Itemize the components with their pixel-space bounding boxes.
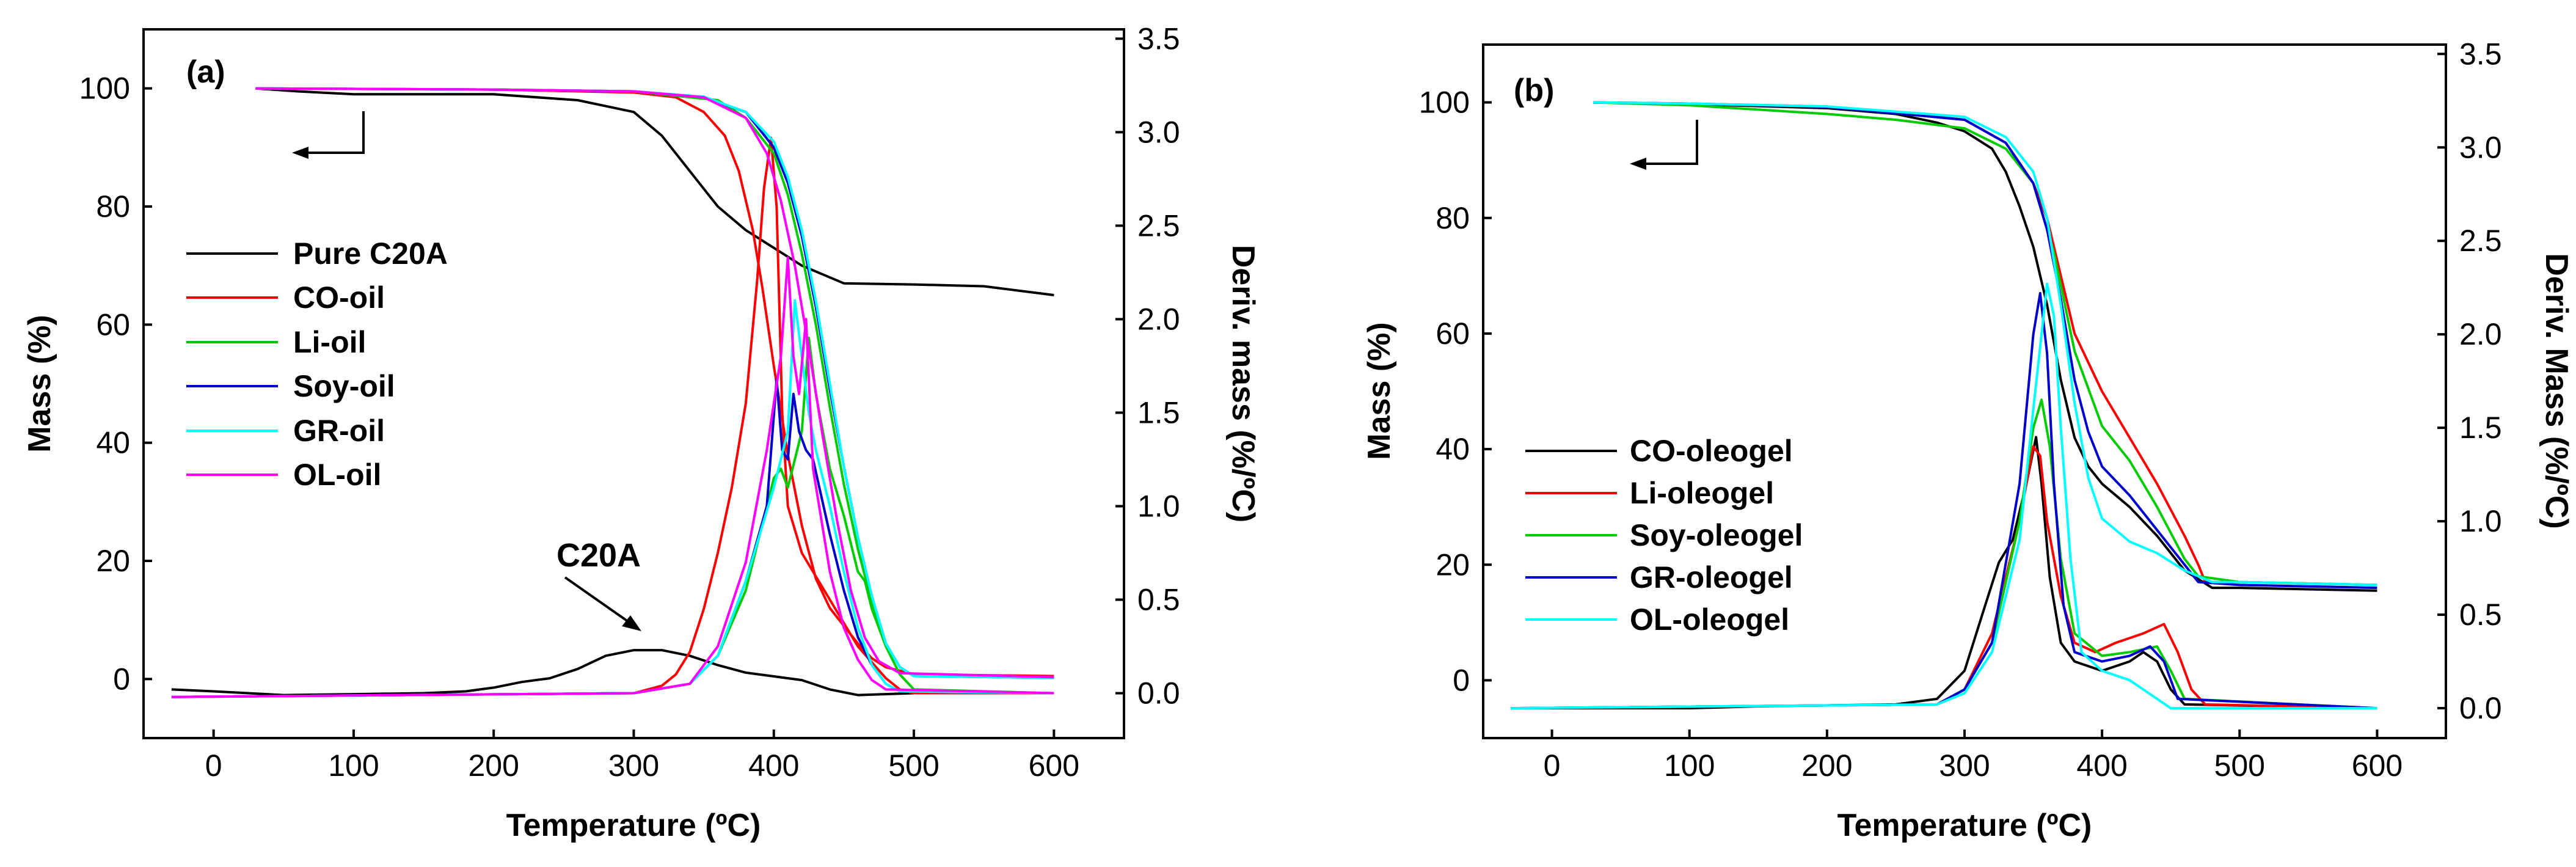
panel-a-mass-axis-arrow	[292, 111, 363, 159]
panel-a-y-tick-label: 0	[113, 662, 130, 696]
panel-a-x-axis-title: Temperature (ºC)	[506, 808, 761, 843]
panel-b-y2-tick-label: 1.0	[2459, 504, 2502, 538]
panel-b-y-tick-label: 60	[1436, 316, 1470, 351]
panel-b-y2-axis-title: Deriv. Mass (%/ºC)	[2539, 253, 2574, 529]
panel-b-x-tick-label: 300	[1939, 748, 1990, 783]
panel-a-tick-layer: 0 100 200 300 400 500 600 0 20 40 60 80 100 0.0 0.5 1.0…	[79, 21, 1180, 783]
panel-b-x-tick-label: 200	[1801, 748, 1852, 783]
panel-a-y-tick-label: 100	[79, 71, 130, 106]
panel-a-chart: 0 100 200 300 400 500 600 0 20 40 60 80 100 0.0 0.5 1.0…	[22, 21, 1261, 843]
panel-a-y2-tick-label: 2.0	[1137, 302, 1180, 336]
legend-entry-li-oleogel: Li-oleogel	[1525, 476, 1774, 510]
svg-text:Li-oleogel: Li-oleogel	[1630, 476, 1774, 510]
panel-b-y2-tick-label: 1.5	[2459, 411, 2502, 445]
legend-entry-li-oil: Li-oil	[186, 325, 366, 359]
legend-entry-co-oleogel: CO-oleogel	[1525, 434, 1793, 468]
panel-b-x-tick-label: 400	[2076, 748, 2127, 783]
panel-b-x-tick-label: 500	[2214, 748, 2265, 783]
panel-a-y2-tick-label: 1.0	[1137, 489, 1180, 523]
panel-a-x-tick-label: 0	[205, 748, 222, 783]
panel-a-legend: Pure C20A CO-oil Li-oil Soy-oil GR-oil O…	[186, 236, 448, 492]
figure: 0 100 200 300 400 500 6000204060801000.00.51.0…	[0, 0, 2576, 867]
panel-b-tick-layer: 0 100 200 300 400 500 600 0 20 40 60 80 100 0.0 0.5 1.0…	[1419, 37, 2502, 783]
panel-b-chart: 0 100 200 300 400 500 600 0 20 40 60 80 100 0.0 0.5 1.0…	[1362, 37, 2574, 843]
legend-entry-gr-oil: GR-oil	[186, 414, 385, 448]
legend-entry-pure-c20a: Pure C20A	[186, 236, 448, 271]
series-gr-oleogel-mass-line	[1593, 103, 2377, 588]
panel-b-y2-tick-label: 0.5	[2459, 598, 2502, 632]
svg-text:GR-oleogel: GR-oleogel	[1630, 560, 1793, 594]
svg-text:Soy-oleogel: Soy-oleogel	[1630, 518, 1803, 552]
panel-a-y2-tick-label: 3.0	[1137, 115, 1180, 149]
svg-text:GR-oil: GR-oil	[293, 414, 385, 448]
panel-a-y-tick-label: 60	[96, 307, 130, 342]
panel-b-x-tick-label: 600	[2352, 748, 2403, 783]
legend-entry-soy-oleogel: Soy-oleogel	[1525, 518, 1803, 552]
panel-b-y-axis-title: Mass (%)	[1362, 322, 1397, 459]
legend-entry-soy-oil: Soy-oil	[186, 369, 395, 403]
panel-a-x-tick-label: 400	[748, 748, 799, 783]
panel-a-x-tick-label: 100	[328, 748, 379, 783]
panel-b-x-tick-label: 0	[1544, 748, 1561, 783]
legend-entry-ol-oil: OL-oil	[186, 458, 381, 492]
panel-b-y-tick-label: 20	[1436, 547, 1470, 582]
panel-a-label: (a)	[186, 54, 225, 90]
panel-a-c20a-arrow	[565, 577, 641, 631]
svg-text:OL-oleogel: OL-oleogel	[1630, 602, 1789, 637]
svg-text:OL-oil: OL-oil	[293, 458, 381, 492]
panel-b-y-tick-label: 40	[1436, 432, 1470, 466]
panel-b-legend: CO-oleogel Li-oleogel Soy-oleogel GR-ole…	[1525, 434, 1803, 637]
panel-a-x-tick-label: 200	[468, 748, 519, 783]
panel-b-y2-tick-label: 0.0	[2459, 691, 2502, 725]
panel-a-y2-tick-label: 1.5	[1137, 395, 1180, 430]
panel-a-y-tick-label: 80	[96, 189, 130, 224]
panel-a-y-tick-label: 20	[96, 544, 130, 578]
series-ol-oleogel-mass-line	[1593, 103, 2377, 585]
panel-b-plot-frame	[1483, 45, 2446, 738]
panel-b-y-tick-label: 0	[1453, 663, 1470, 697]
panel-b-y-tick-label: 100	[1419, 86, 1470, 120]
panel-a-c20a-annotation: C20A	[556, 537, 641, 574]
panel-a-y2-tick-label: 3.5	[1137, 21, 1180, 56]
series-li-oleogel-mass-line	[1593, 103, 2377, 585]
svg-text:Li-oil: Li-oil	[293, 325, 366, 359]
legend-entry-co-oil: CO-oil	[186, 280, 385, 315]
svg-text:CO-oil: CO-oil	[293, 280, 385, 315]
panel-b-x-axis-title: Temperature (ºC)	[1837, 808, 2092, 843]
panel-a-x-tick-label: 600	[1029, 748, 1079, 783]
panel-b-y2-tick-label: 2.0	[2459, 317, 2502, 351]
svg-text:Soy-oil: Soy-oil	[293, 369, 395, 403]
panel-a-y2-tick-label: 0.0	[1137, 676, 1180, 711]
panel-b-y-tick-label: 80	[1436, 201, 1470, 235]
panel-a-y2-tick-label: 0.5	[1137, 583, 1180, 617]
panel-b-mass-axis-arrow	[1630, 120, 1697, 170]
panel-b-y2-tick-label: 2.5	[2459, 224, 2502, 258]
panel-b-x-tick-label: 100	[1664, 748, 1715, 783]
svg-text:Pure C20A: Pure C20A	[293, 236, 448, 271]
panel-a-y2-tick-label: 2.5	[1137, 208, 1180, 243]
series-co-oleogel-mass-line	[1593, 103, 2377, 591]
series-gr-oil-deriv-line	[172, 301, 1054, 697]
legend-entry-gr-oleogel: GR-oleogel	[1525, 560, 1793, 594]
panel-a-plot-frame	[144, 29, 1124, 738]
panel-a-x-tick-label: 300	[608, 748, 659, 783]
panel-a-x-tick-label: 500	[888, 748, 939, 783]
panel-b-y2-tick-label: 3.5	[2459, 37, 2502, 71]
panel-a-y-tick-label: 40	[96, 426, 130, 460]
panel-b-y2-tick-label: 3.0	[2459, 130, 2502, 164]
legend-entry-ol-oleogel: OL-oleogel	[1525, 602, 1789, 637]
panel-b-label: (b)	[1514, 73, 1554, 108]
panel-a-y2-axis-title: Deriv. mass (%/ºC)	[1225, 245, 1261, 522]
series-soy-oleogel-mass-line	[1593, 103, 2377, 585]
panel-a-y-axis-title: Mass (%)	[22, 315, 57, 452]
svg-text:CO-oleogel: CO-oleogel	[1630, 434, 1793, 468]
